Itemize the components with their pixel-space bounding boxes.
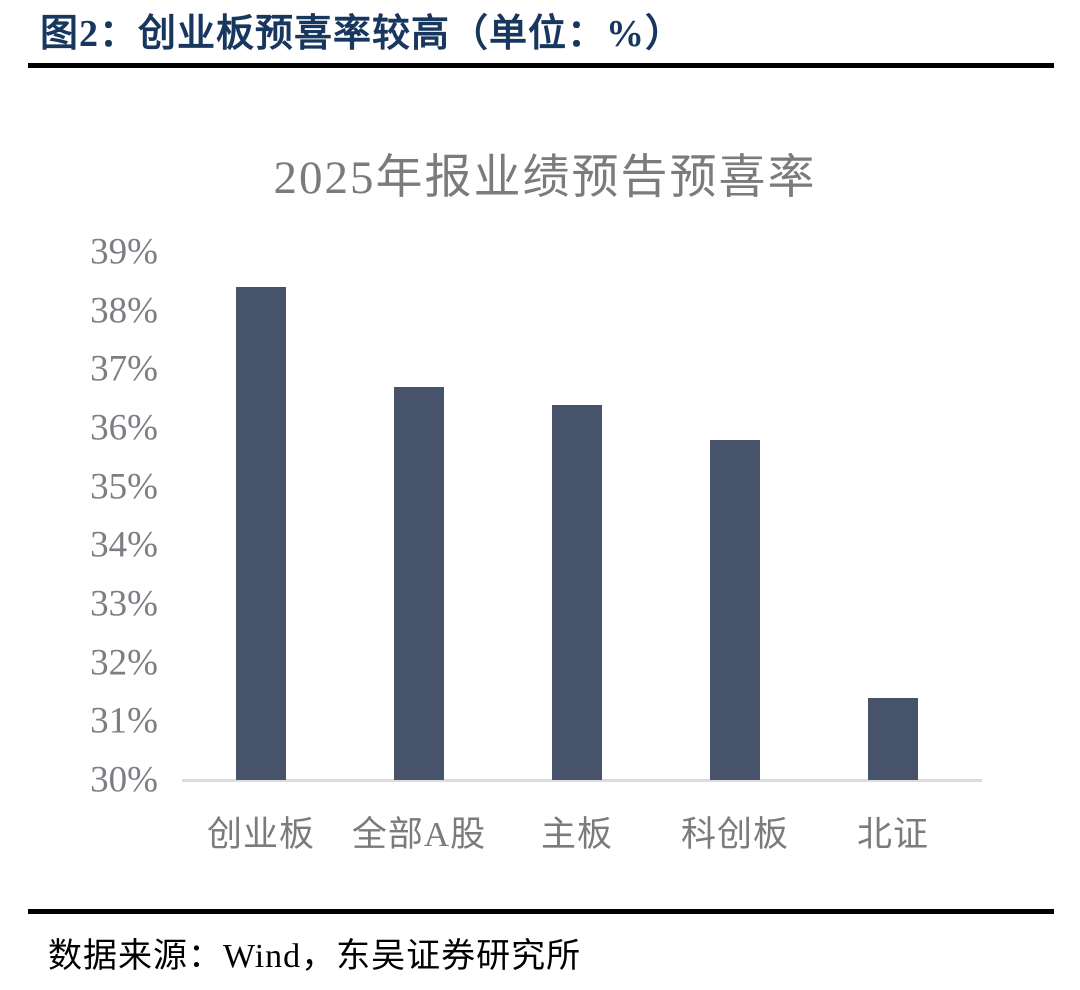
y-tick-32pct: 32% xyxy=(90,642,158,684)
x-label-beizheng: 北证 xyxy=(856,815,929,854)
chart-title: 2025年报业绩预告预喜率 xyxy=(273,152,817,204)
y-tick-33pct: 33% xyxy=(90,583,158,625)
x-axis-line xyxy=(182,779,982,782)
y-tick-39pct: 39% xyxy=(90,231,158,273)
plot-area xyxy=(182,252,982,782)
y-tick-30pct: 30% xyxy=(90,759,158,801)
figure-caption: 图2：创业板预喜率较高（单位：%） xyxy=(40,13,685,55)
x-label-kechuangban: 科创板 xyxy=(680,815,789,854)
footer-divider xyxy=(28,909,1054,914)
y-tick-38pct: 38% xyxy=(90,290,158,332)
bar-zhuban xyxy=(552,404,602,780)
y-tick-31pct: 31% xyxy=(90,700,158,742)
bar-chuangyeban xyxy=(236,287,286,780)
y-tick-35pct: 35% xyxy=(90,466,158,508)
header-divider xyxy=(28,63,1054,68)
data-source: 数据来源：Wind，东吴证券研究所 xyxy=(48,938,582,975)
x-label-zhuban: 主板 xyxy=(540,815,613,854)
y-tick-37pct: 37% xyxy=(90,348,158,390)
bar-kechuangban xyxy=(710,439,760,780)
y-tick-36pct: 36% xyxy=(90,407,158,449)
y-axis: 39% 38% 37% 36% 35% 34% 33% 32% 31% 30% xyxy=(0,234,158,799)
x-axis: 创业板 全部A股 主板 科创板 北证 xyxy=(182,806,972,857)
x-label-chuangyeban: 创业板 xyxy=(206,815,315,854)
bar-quanbu-a-gu xyxy=(394,386,444,780)
x-label-quanbu-a-gu: 全部A股 xyxy=(351,815,487,854)
y-tick-34pct: 34% xyxy=(90,524,158,566)
bar-beizheng xyxy=(868,697,918,780)
